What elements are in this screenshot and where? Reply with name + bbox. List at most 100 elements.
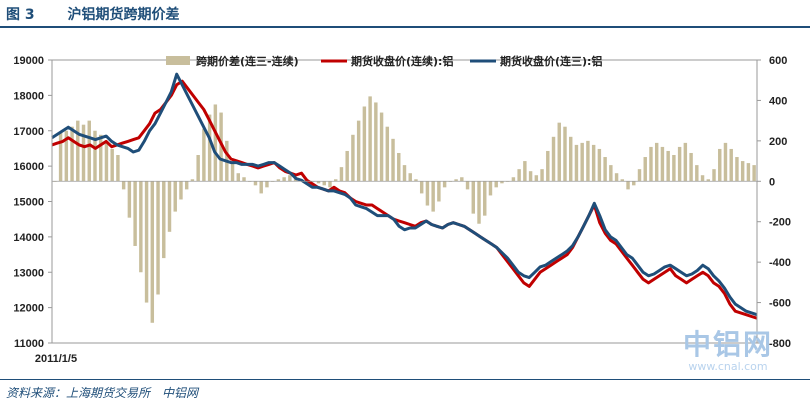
- spread-bar: [70, 126, 74, 182]
- spread-bar: [752, 165, 756, 182]
- legend-label: 期货收盘价(连续):铝: [351, 54, 453, 68]
- spread-bar: [236, 173, 240, 182]
- spread-bar: [620, 179, 625, 182]
- spread-bar: [184, 181, 189, 190]
- spread-bar: [253, 181, 258, 186]
- figure-number: 图 3: [6, 7, 35, 23]
- spread-bar: [356, 120, 361, 182]
- spread-bar: [110, 148, 114, 182]
- spread-bar: [242, 177, 246, 182]
- figure-title: 沪铝期货跨期价差: [67, 7, 180, 23]
- spread-bar: [677, 146, 682, 182]
- spread-bar: [637, 169, 642, 182]
- spread-bar: [402, 165, 407, 182]
- chart-legend: 跨期价差(连三-连续) 期货收盘价(连续):铝 期货收盘价(连三):铝: [166, 54, 602, 68]
- left-tick-label: 12000: [13, 303, 44, 315]
- spread-bar: [397, 152, 401, 182]
- axes: 19000 18000 17000 16000 15000 14000 13000 12000…: [13, 55, 791, 365]
- spread-bar: [483, 181, 487, 216]
- spread-bar: [127, 181, 132, 218]
- left-tick-label: 18000: [13, 90, 44, 102]
- spread-bar: [259, 181, 263, 194]
- spread-bar: [546, 150, 550, 182]
- spread-bar: [316, 181, 321, 184]
- spread-bar: [735, 157, 739, 182]
- spread-bars: [53, 96, 756, 323]
- spread-bar: [454, 179, 458, 182]
- spread-bar: [362, 106, 367, 182]
- spread-bar: [551, 136, 556, 182]
- left-tick-label: 13000: [13, 267, 44, 279]
- right-tick-label: 400: [769, 95, 787, 107]
- spread-bar: [374, 102, 378, 182]
- spread-bar: [632, 181, 636, 186]
- spread-bar: [93, 130, 97, 182]
- spread-bar: [425, 181, 430, 206]
- spread-bar: [167, 181, 172, 232]
- watermark-url: www.cnal.com: [688, 360, 768, 373]
- spread-bar: [179, 181, 183, 200]
- spread-bar: [419, 181, 424, 194]
- spread-bar: [202, 128, 206, 182]
- spread-bar: [408, 173, 412, 182]
- spread-bar: [121, 181, 126, 190]
- spread-bar: [139, 181, 143, 273]
- spread-bar: [494, 181, 498, 188]
- spread-bar: [672, 155, 676, 182]
- spread-bar: [282, 177, 286, 182]
- spread-bar: [64, 130, 69, 182]
- spread-bar: [345, 150, 349, 182]
- spread-bar: [156, 181, 160, 295]
- price-lines: [51, 72, 758, 320]
- spread-bar: [654, 142, 659, 182]
- spread-bar: [190, 179, 195, 182]
- spread-bar: [540, 169, 544, 182]
- spread-bar: [391, 138, 395, 182]
- spread-bar: [385, 126, 390, 182]
- spread-bar: [586, 140, 590, 182]
- x-start-label: 2011/1/5: [35, 353, 77, 365]
- right-tick-label: -800: [769, 338, 791, 350]
- spread-bar: [99, 134, 103, 182]
- spread-bar: [351, 134, 355, 182]
- legend-label: 跨期价差(连三-连续): [196, 54, 299, 68]
- spread-bar: [162, 181, 166, 259]
- spread-bar: [334, 179, 338, 182]
- spread-bar: [683, 142, 688, 182]
- spread-bar: [144, 181, 149, 303]
- spread-bar: [431, 181, 435, 212]
- spread-bar: [528, 171, 533, 182]
- spread-bar: [81, 124, 86, 182]
- spread-bar: [196, 155, 200, 182]
- right-tick-label: 600: [769, 55, 787, 67]
- spread-bar: [517, 169, 521, 182]
- spread-bar: [322, 181, 326, 186]
- spread-bar: [87, 120, 91, 182]
- spread-bar: [706, 179, 710, 182]
- spread-bar: [477, 181, 481, 224]
- spread-bar: [609, 165, 613, 182]
- spread-bar: [471, 181, 475, 214]
- spread-bar: [523, 161, 527, 182]
- chart-title: 图 3 沪铝期货跨期价差: [6, 4, 180, 24]
- spread-bar: [460, 177, 464, 182]
- spread-bar: [689, 152, 693, 182]
- spread-bar: [712, 169, 716, 182]
- spread-bar: [339, 167, 344, 182]
- spread-bar: [700, 175, 705, 182]
- left-tick-label: 19000: [13, 55, 44, 67]
- watermark-text: 中铝网: [682, 328, 773, 361]
- spread-bar: [288, 175, 292, 182]
- right-tick-label: -400: [769, 257, 791, 269]
- spread-bar: [328, 181, 332, 188]
- spread-bar: [442, 181, 447, 188]
- spread-bar: [500, 181, 504, 184]
- spread-bar: [104, 140, 109, 182]
- left-tick-label: 16000: [13, 161, 44, 173]
- spread-bar: [219, 112, 223, 182]
- spread-bar: [173, 181, 177, 212]
- spread-bar: [265, 181, 269, 188]
- right-tick-label: 0: [769, 176, 775, 188]
- spread-bar: [603, 157, 607, 182]
- spread-bar: [643, 157, 647, 182]
